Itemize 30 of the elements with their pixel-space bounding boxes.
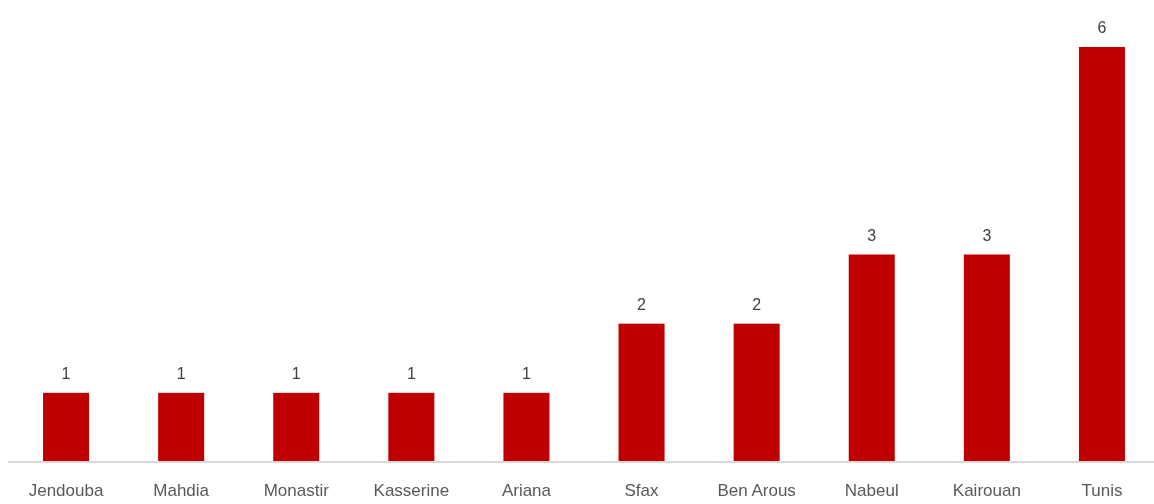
data-label: 6 <box>1097 19 1107 36</box>
bar <box>273 392 320 462</box>
x-tick-label: Ariana <box>501 481 552 501</box>
bar <box>1078 47 1125 462</box>
data-label: 3 <box>867 226 877 244</box>
bar <box>618 323 665 462</box>
bar <box>158 392 205 462</box>
bar <box>963 254 1010 462</box>
x-tick-label: Monastir <box>263 481 330 501</box>
bar <box>43 392 90 462</box>
bar <box>733 323 780 462</box>
x-tick-label: Nabeul <box>844 481 899 501</box>
data-label: 1 <box>61 364 71 382</box>
x-tick-label: Jendouba <box>28 481 104 501</box>
x-tick-label: Kasserine <box>373 481 450 501</box>
data-label: 3 <box>982 226 992 244</box>
x-tick-label: Sfax <box>624 481 660 501</box>
bar <box>388 392 435 462</box>
x-tick-label: Mahdia <box>153 481 210 501</box>
data-label: 1 <box>406 364 416 382</box>
data-label: 1 <box>522 364 531 382</box>
bar <box>848 254 895 462</box>
data-label: 2 <box>637 295 647 313</box>
x-tick-label: Ben Arous <box>717 481 796 501</box>
data-label: 1 <box>291 364 301 382</box>
data-label: 1 <box>176 364 186 382</box>
data-label: 2 <box>752 295 762 313</box>
x-tick-label: Tunis <box>1081 481 1123 501</box>
bar <box>503 392 550 462</box>
x-tick-label: Kairouan <box>952 481 1021 501</box>
